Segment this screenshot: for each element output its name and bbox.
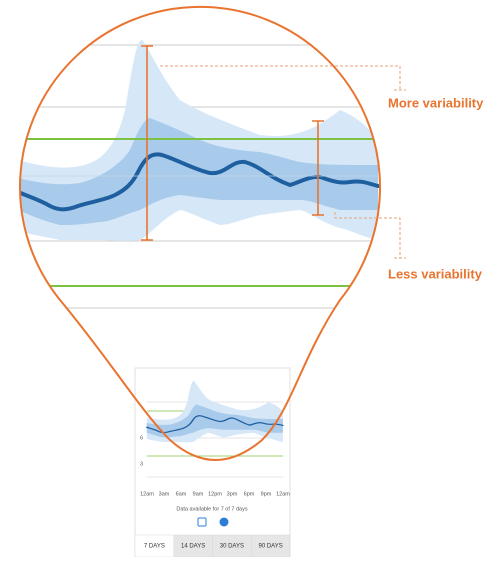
x-tick-label: 12am bbox=[140, 491, 154, 497]
x-tick-label: 9pm bbox=[261, 491, 272, 497]
leaders bbox=[160, 65, 406, 259]
tab-label[interactable]: 90 DAYS bbox=[259, 544, 283, 550]
x-tick-label: 12am bbox=[276, 491, 290, 497]
y-label: 3 bbox=[140, 461, 143, 467]
annotation: More variability bbox=[388, 95, 484, 110]
tab-label[interactable]: 30 DAYS bbox=[220, 544, 244, 550]
x-tick-label: 6pm bbox=[244, 491, 255, 497]
x-tick-label: 6am bbox=[176, 491, 187, 497]
x-tick-label: 12pm bbox=[208, 491, 222, 497]
lens-outline bbox=[19, 5, 381, 461]
tab-label[interactable]: 7 DAYS bbox=[144, 544, 165, 550]
caption: Data available for 7 of 7 days bbox=[176, 506, 247, 512]
lens-fill bbox=[19, 6, 381, 460]
x-tick-label: 9am bbox=[193, 491, 204, 497]
info-icon[interactable] bbox=[219, 517, 229, 527]
bracket-less bbox=[312, 120, 324, 216]
brackets bbox=[141, 45, 324, 241]
x-tick-label: 3am bbox=[159, 491, 170, 497]
tab-label[interactable]: 14 DAYS bbox=[181, 544, 205, 550]
mini-chart: 6 3 12am 3am 6am 9am 12pm 3pm 6pm 9pm 12am Data … bbox=[134, 379, 290, 558]
share-icon[interactable] bbox=[197, 517, 207, 527]
y-label: 6 bbox=[140, 435, 143, 441]
x-tick-label: 3pm bbox=[227, 491, 238, 497]
phone-card bbox=[134, 367, 291, 558]
bracket-more bbox=[141, 45, 153, 241]
annotation: Less variability bbox=[388, 266, 483, 281]
